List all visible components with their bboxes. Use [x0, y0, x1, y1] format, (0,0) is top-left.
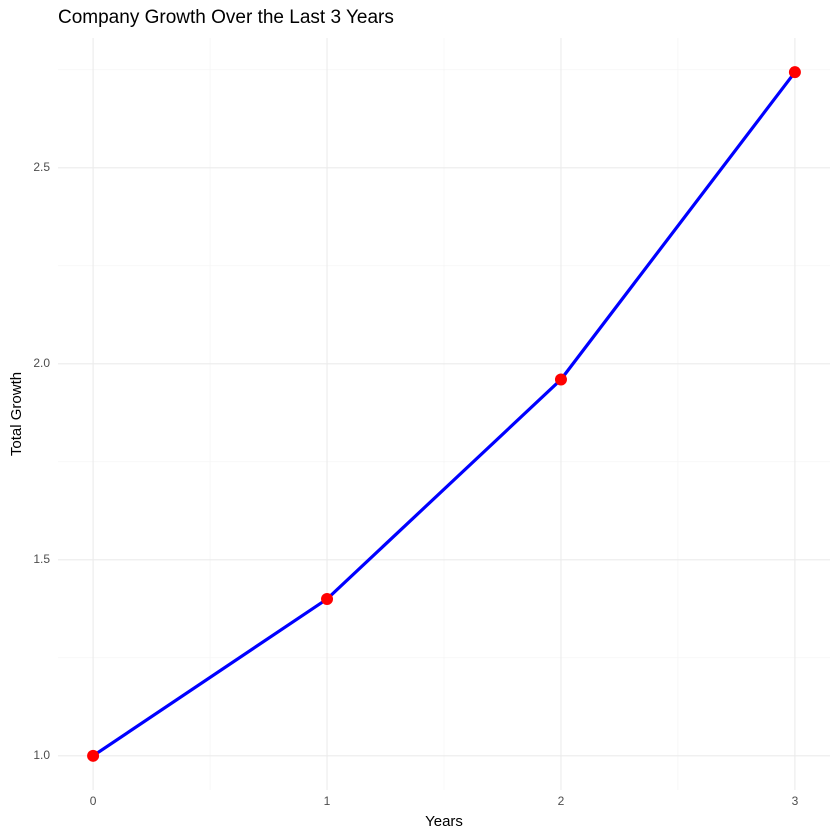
x-tick-label: 1	[324, 794, 331, 808]
point	[321, 593, 334, 606]
y-tick-label: 2.0	[33, 356, 50, 370]
point	[554, 373, 567, 386]
y-tick-label: 1.0	[33, 748, 50, 762]
line	[92, 71, 797, 758]
point	[87, 749, 100, 762]
y-axis-title: Total Growth	[8, 372, 25, 456]
x-tick-label: 3	[792, 794, 799, 808]
x-tick-label: 0	[90, 794, 97, 808]
x-axis-title: Years	[425, 813, 463, 830]
x-tick-label: 2	[558, 794, 565, 808]
chart-title: Company Growth Over the Last 3 Years	[58, 7, 394, 28]
point	[788, 66, 801, 79]
y-tick-label: 2.5	[33, 160, 50, 174]
y-tick-label: 1.5	[33, 552, 50, 566]
